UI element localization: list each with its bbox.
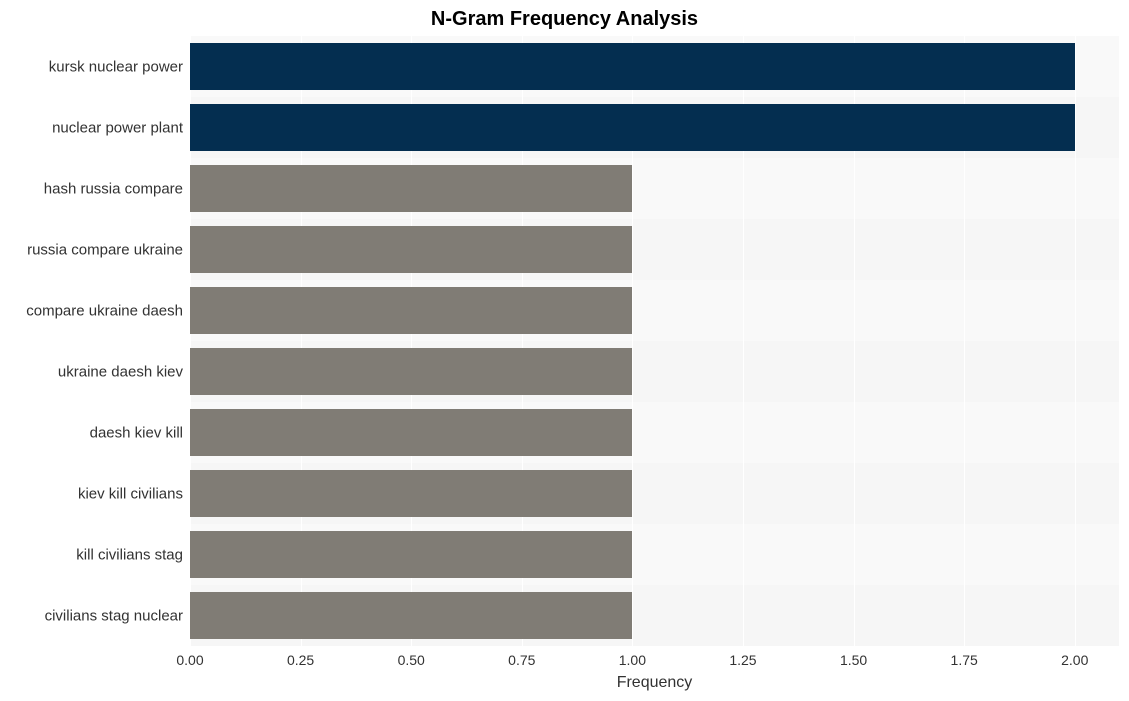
y-tick-label: civilians stag nuclear — [45, 608, 183, 623]
x-tick-label: 1.50 — [840, 652, 867, 668]
y-tick-label: kursk nuclear power — [49, 59, 183, 74]
bar — [190, 43, 1075, 90]
ngram-chart: N-Gram Frequency Analysis kursk nuclear … — [0, 0, 1129, 701]
bar — [190, 348, 632, 395]
y-tick-label: kill civilians stag — [76, 547, 183, 562]
x-tick-label: 1.25 — [729, 652, 756, 668]
bar — [190, 104, 1075, 151]
x-tick-label: 0.25 — [287, 652, 314, 668]
x-tick-label: 0.50 — [398, 652, 425, 668]
y-tick-label: ukraine daesh kiev — [58, 364, 183, 379]
y-tick-label: kiev kill civilians — [78, 486, 183, 501]
x-tick-label: 0.75 — [508, 652, 535, 668]
x-tick-label: 2.00 — [1061, 652, 1088, 668]
y-tick-label: compare ukraine daesh — [26, 303, 183, 318]
bar — [190, 470, 632, 517]
bar — [190, 165, 632, 212]
x-tick-label: 1.00 — [619, 652, 646, 668]
bar — [190, 287, 632, 334]
y-tick-label: daesh kiev kill — [90, 425, 183, 440]
y-tick-label: russia compare ukraine — [27, 242, 183, 257]
chart-title: N-Gram Frequency Analysis — [0, 8, 1129, 31]
x-axis-label: Frequency — [190, 674, 1119, 692]
y-tick-label: hash russia compare — [44, 181, 183, 196]
y-tick-label: nuclear power plant — [52, 120, 183, 135]
bar — [190, 592, 632, 639]
x-tick-label: 1.75 — [951, 652, 978, 668]
bar — [190, 531, 632, 578]
vgrid-line — [1075, 36, 1076, 646]
bar — [190, 409, 632, 456]
bar — [190, 226, 632, 273]
plot-area — [190, 36, 1119, 646]
x-tick-label: 0.00 — [176, 652, 203, 668]
